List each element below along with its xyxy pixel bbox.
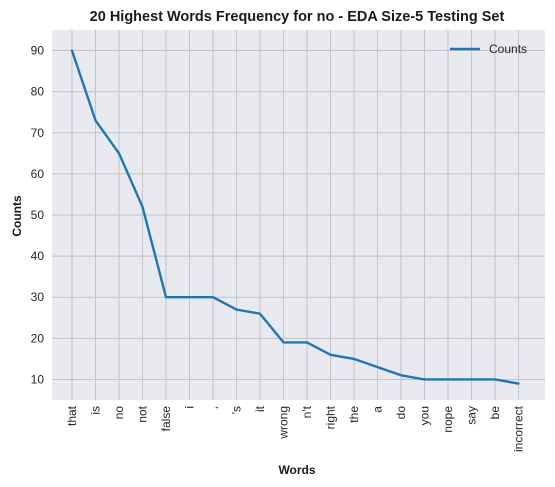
- x-tick-label: do: [394, 406, 408, 420]
- grid-lines: [52, 30, 545, 400]
- x-tick-label: wrong: [277, 406, 291, 440]
- y-axis-label: Counts: [10, 195, 24, 237]
- series-line-counts: [70, 49, 520, 385]
- x-tick-label: is: [89, 406, 103, 415]
- x-tick-label: a: [371, 406, 385, 413]
- y-tick-label: 30: [31, 290, 45, 304]
- x-tick-label: incorrect: [512, 405, 526, 452]
- x-tick-label: it: [253, 405, 267, 412]
- legend-label-counts: Counts: [489, 42, 527, 56]
- x-tick-label: ,: [206, 406, 220, 409]
- x-tick-label: right: [324, 405, 338, 429]
- x-tick-label: not: [136, 405, 150, 422]
- x-tick-label: n't: [300, 405, 314, 418]
- x-tick-label: false: [159, 406, 173, 432]
- y-tick-label: 60: [31, 167, 45, 181]
- x-tick-label: no: [112, 406, 126, 420]
- x-tick-label: that: [65, 405, 79, 426]
- y-tick-label: 70: [31, 126, 45, 140]
- y-tick-label: 10: [31, 372, 45, 386]
- y-tick-label: 40: [31, 249, 45, 263]
- y-tick-labels: 10 20 30 40 50 60 70 80 90: [31, 44, 45, 387]
- x-tick-label: say: [465, 406, 479, 425]
- y-tick-label: 50: [31, 208, 45, 222]
- y-tick-label: 20: [31, 331, 45, 345]
- x-tick-label: 's: [230, 406, 244, 414]
- y-tick-label: 90: [31, 44, 45, 58]
- x-tick-label: be: [488, 406, 502, 420]
- x-tick-label: the: [347, 406, 361, 423]
- chart-title: 20 Highest Words Frequency for no - EDA …: [90, 9, 505, 25]
- legend: Counts: [450, 42, 527, 56]
- x-tick-labels: that is no not false i, 's it wrong n't right the a d…: [65, 405, 526, 452]
- y-tick-label: 80: [31, 85, 45, 99]
- x-tick-label: you: [418, 406, 432, 425]
- x-tick-label: i: [183, 406, 197, 409]
- x-tick-label: nope: [441, 406, 455, 433]
- x-axis-label: Words: [278, 463, 315, 477]
